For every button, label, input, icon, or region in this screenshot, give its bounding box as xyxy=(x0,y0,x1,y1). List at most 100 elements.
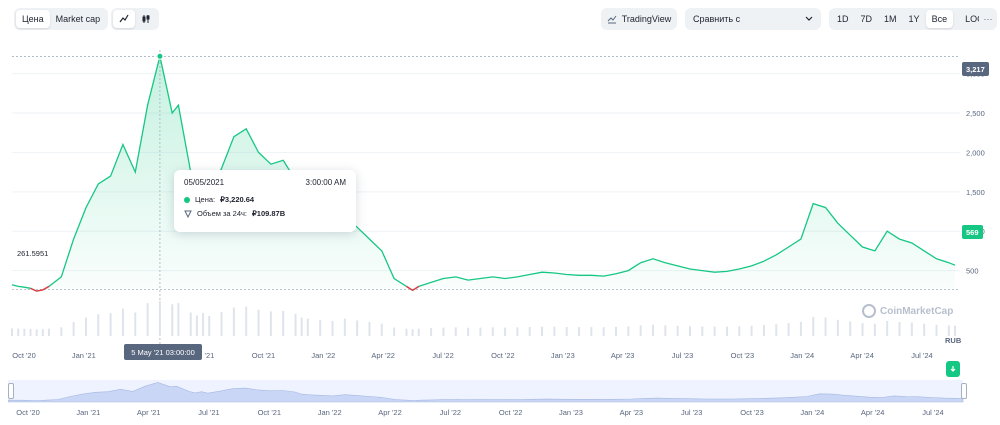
watermark-text: CoinMarketCap xyxy=(880,305,954,317)
volume-bar xyxy=(676,325,679,336)
tab-market-cap[interactable]: Market cap xyxy=(55,14,101,24)
coinmarketcap-watermark: CoinMarketCap xyxy=(862,304,953,318)
x-tick-label: Jan '22 xyxy=(311,351,335,360)
volume-bar xyxy=(208,315,211,336)
x-tick-label: Oct '23 xyxy=(731,351,755,360)
volume-bar xyxy=(158,301,161,336)
x-tick-label: Jul '22 xyxy=(432,351,453,360)
x-tick-label: Jul '23 xyxy=(672,351,693,360)
volume-bar xyxy=(787,323,790,336)
tooltip-time: 3:00:00 AM xyxy=(305,178,346,187)
navigator-tick-label: Jul '22 xyxy=(440,408,461,417)
volume-bar xyxy=(177,303,180,336)
volume-bar xyxy=(269,311,272,336)
volume-bar xyxy=(60,327,63,336)
volume-bar xyxy=(134,312,137,336)
volume-bar xyxy=(368,322,371,336)
range-all[interactable]: Все xyxy=(925,10,954,28)
volume-bar xyxy=(516,327,519,336)
log-scale-button[interactable]: LOG xyxy=(965,14,985,24)
navigator-tick-label: Oct '22 xyxy=(499,408,523,417)
volume-bar xyxy=(202,313,205,336)
navigator-tick-label: Jul '24 xyxy=(922,408,943,417)
volume-bar xyxy=(11,328,13,336)
volume-bar xyxy=(84,317,87,336)
navigator-tick-label: Apr '23 xyxy=(620,408,644,417)
price-line xyxy=(11,56,956,292)
volume-bar xyxy=(578,327,581,336)
line-chart-button[interactable] xyxy=(113,10,135,28)
volume-bar xyxy=(565,327,568,336)
volume-bar xyxy=(35,329,38,336)
more-options-button[interactable]: ··· xyxy=(979,8,997,30)
crosshair-date-label: 5 May '21 03:00:00 xyxy=(124,344,202,360)
volume-bar xyxy=(442,327,445,336)
candlestick-icon xyxy=(142,15,150,23)
tooltip-volume-label: Объем за 24ч: xyxy=(197,209,248,218)
volume-bar xyxy=(47,328,50,336)
coinmarketcap-logo-icon xyxy=(862,304,876,318)
volume-bar xyxy=(430,328,433,336)
range-7d[interactable]: 7D xyxy=(860,14,873,24)
volume-bar xyxy=(725,326,728,336)
chart-type-toggle xyxy=(111,8,159,30)
volume-bar xyxy=(300,317,303,336)
volume-bar xyxy=(294,313,297,336)
below-baseline-segment xyxy=(42,285,50,291)
volume-bar xyxy=(195,315,198,336)
range-navigator[interactable]: Oct '20 Jan '21 Apr '21 Jul '21 Oct '21 Jan '… xyxy=(8,378,968,418)
volume-bar xyxy=(417,328,420,336)
price-area xyxy=(12,56,955,292)
navigator-right-handle[interactable] xyxy=(961,383,967,399)
volume-bar xyxy=(232,307,235,336)
tab-price[interactable]: Цена xyxy=(16,10,50,28)
price-dot-icon xyxy=(184,196,190,203)
volume-bar xyxy=(257,309,260,336)
current-price-badge: 569 xyxy=(962,225,983,239)
navigator-tick-label: Apr '24 xyxy=(861,408,885,417)
volume-bar xyxy=(639,325,642,336)
volume-bar xyxy=(688,326,691,336)
volume-bar xyxy=(356,320,359,336)
compare-dropdown[interactable]: Сравнить с xyxy=(685,8,821,30)
volume-bar xyxy=(651,324,654,336)
volume-bar xyxy=(602,327,605,336)
tradingview-button[interactable]: TradingView xyxy=(601,8,677,30)
view-tabs: Цена Market cap xyxy=(14,8,109,30)
baseline-value-label: 261.5951 xyxy=(15,249,51,258)
navigator-tick-label: Apr '21 xyxy=(137,408,161,417)
y-tick-label: 2,000 xyxy=(966,148,985,157)
navigator-area xyxy=(8,382,964,403)
volume-icon xyxy=(184,210,192,218)
range-1y[interactable]: 1Y xyxy=(908,14,920,24)
volume-bar xyxy=(41,329,44,336)
volume-bar xyxy=(812,317,815,336)
range-1d[interactable]: 1D xyxy=(837,14,849,24)
navigator-tick-label: Jul '23 xyxy=(681,408,702,417)
candle-chart-button[interactable] xyxy=(135,10,157,28)
chart-line-icon xyxy=(607,15,617,24)
x-tick-label: Apr '24 xyxy=(850,351,874,360)
volume-bar xyxy=(750,325,753,336)
volume-bar xyxy=(824,317,827,336)
volume-bar xyxy=(923,323,926,336)
navigator-tick-label: Jan '23 xyxy=(559,408,583,417)
x-tick-label: Oct '21 xyxy=(252,351,276,360)
volume-bar xyxy=(627,326,630,336)
volume-bar xyxy=(491,327,494,336)
volume-bar xyxy=(861,323,864,336)
max-price-badge: 3,217 xyxy=(962,62,989,76)
y-tick-label: 2,500 xyxy=(966,109,985,118)
volume-bar xyxy=(454,327,457,336)
navigator-tick-label: Jan '24 xyxy=(800,408,824,417)
tooltip-date: 05/05/2021 xyxy=(184,178,225,187)
volume-bar xyxy=(590,327,593,336)
volume-bar xyxy=(528,327,531,336)
navigator-tick-label: Oct '20 xyxy=(16,408,40,417)
navigator-left-handle[interactable] xyxy=(8,383,14,399)
navigator-tick-label: Jan '21 xyxy=(76,408,100,417)
range-1m[interactable]: 1M xyxy=(884,14,897,24)
download-button[interactable] xyxy=(946,361,960,377)
volume-bar xyxy=(29,328,32,336)
